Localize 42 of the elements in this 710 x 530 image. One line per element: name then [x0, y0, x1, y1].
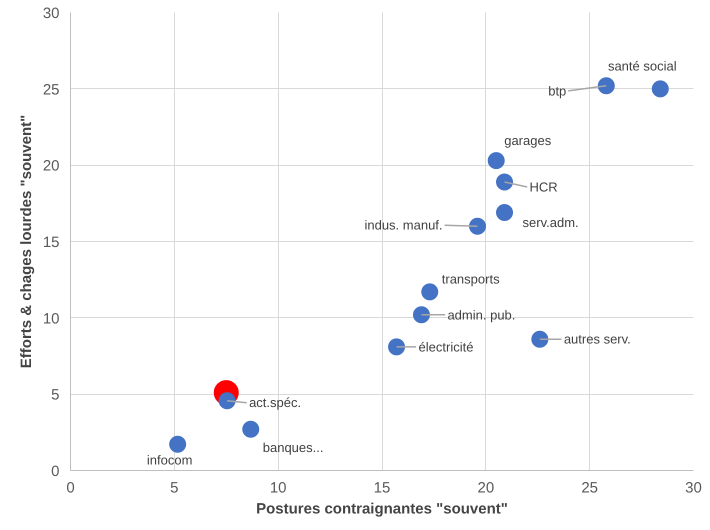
annotation: admin. pub.	[447, 307, 516, 322]
annotation: act.spéc.	[249, 395, 302, 410]
point	[496, 173, 514, 190]
point	[421, 283, 438, 300]
annotation: btp	[548, 83, 566, 98]
annotation: indus. manuf.	[364, 218, 443, 233]
point	[388, 338, 406, 356]
y-tick-label: 5	[51, 386, 60, 404]
point	[169, 436, 186, 453]
y-tick-label: 10	[42, 310, 60, 328]
annotation: banques...	[262, 440, 324, 455]
annotation: HCR	[530, 179, 558, 194]
annotation: garages	[504, 133, 552, 148]
point	[242, 420, 260, 438]
x-tick-label: 15	[374, 480, 390, 496]
y-tick-label: 30	[42, 5, 60, 22]
point	[652, 80, 669, 98]
point	[496, 204, 514, 221]
x-tick-label: 5	[170, 480, 179, 496]
x-tick-label: 30	[685, 480, 702, 496]
point	[412, 306, 430, 324]
x-axis-title: Postures contraignantes "souvent"	[256, 500, 508, 518]
x-tick-label: 25	[581, 480, 598, 496]
annotation: électricité	[418, 339, 474, 354]
y-tick-label: 0	[51, 463, 60, 480]
point	[488, 152, 505, 170]
annotation: santé social	[608, 58, 677, 74]
x-tick-label: 20	[477, 480, 494, 496]
annotation: transports	[442, 271, 500, 286]
y-tick-label: 25	[42, 81, 60, 98]
point	[598, 77, 615, 94]
y-tick-label: 20	[42, 158, 60, 175]
point	[469, 218, 486, 235]
point	[218, 392, 236, 410]
x-tick-label: 10	[270, 480, 287, 496]
y-axis-title: Efforts & chages lourdes "souvent"	[18, 114, 35, 368]
annotation: autres serv.	[564, 332, 631, 347]
x-tick-label: 0	[66, 480, 75, 496]
annotation: serv.adm.	[522, 214, 579, 230]
annotation: infocom	[146, 452, 192, 468]
point	[531, 330, 548, 348]
y-tick-label: 15	[42, 234, 60, 251]
